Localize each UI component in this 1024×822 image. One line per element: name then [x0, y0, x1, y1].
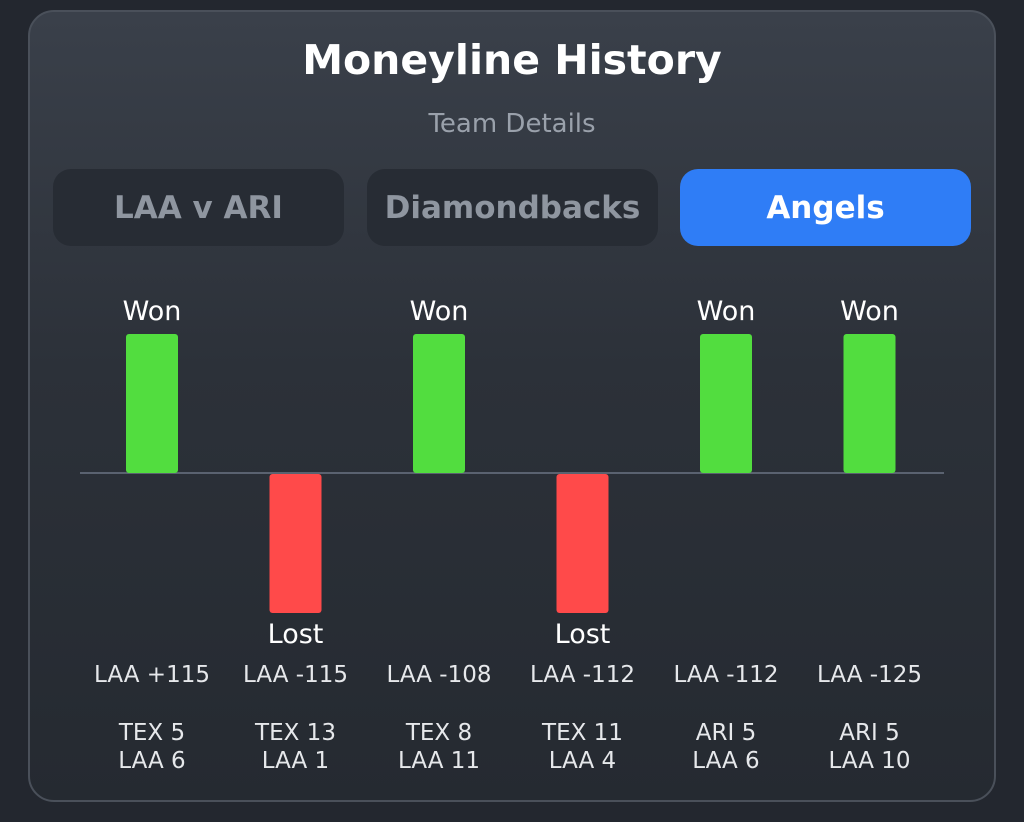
card-subtitle: Team Details: [428, 109, 596, 139]
tab-matchup[interactable]: LAA v ARI: [53, 169, 344, 246]
tab-angels[interactable]: Angels: [680, 169, 971, 246]
tab-diamondbacks[interactable]: Diamondbacks: [367, 169, 658, 246]
card-title: Moneyline History: [302, 36, 722, 84]
moneyline-card: [28, 10, 996, 802]
